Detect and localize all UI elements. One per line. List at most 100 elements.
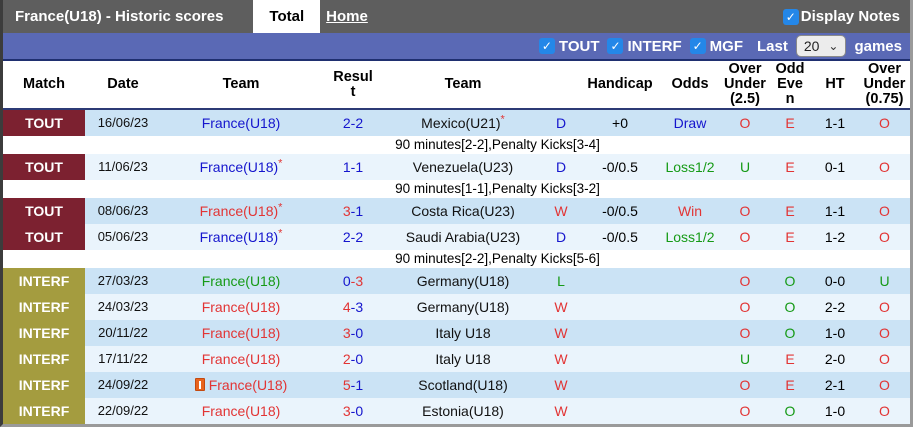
score: 3-0	[321, 320, 385, 346]
home-team: France(U18)*	[161, 224, 321, 250]
table-row: INTERF 27/03/23 France(U18) 0-3 Germany(U18)…	[3, 268, 910, 294]
home-score: 2	[342, 229, 351, 245]
tab-home[interactable]: Home	[326, 8, 368, 25]
interf-checkbox[interactable]: ✓	[607, 38, 624, 54]
home-team-name: France(U18)	[201, 351, 281, 367]
home-score: 3	[342, 325, 351, 341]
header-team-away: Team	[385, 61, 541, 109]
match-type-badge[interactable]: INTERF	[3, 372, 85, 398]
result-letter: L	[557, 273, 565, 289]
tout-checkbox[interactable]: ✓	[538, 38, 555, 54]
away-team-name: Costa Rica(U23)	[411, 203, 515, 219]
match-type-badge[interactable]: TOUT	[3, 198, 85, 224]
over-under-25: U	[739, 159, 751, 175]
over-under-075: O	[879, 203, 890, 219]
filter-tout[interactable]: ✓ TOUT	[538, 37, 600, 55]
ht-score: 1-0	[824, 403, 846, 419]
header-over-under-075: Over Under (0.75)	[859, 61, 910, 109]
home-team: France(U18)	[161, 320, 321, 346]
odds	[659, 372, 721, 398]
table-header: Match Date Team Result Team Handicap Odd…	[3, 61, 910, 109]
score: 4-3	[321, 294, 385, 320]
home-team-name: France(U18)	[201, 115, 281, 131]
mgf-checkbox[interactable]: ✓	[689, 38, 706, 54]
over-under-075: O	[879, 229, 890, 245]
interf-checkbox-label: INTERF	[627, 37, 682, 55]
away-team-name: Germany(U18)	[416, 273, 510, 289]
page-title: France(U18) - Historic scores	[15, 8, 224, 25]
home-team-name: France(U18)	[208, 377, 288, 393]
match-type-badge[interactable]: INTERF	[3, 294, 85, 320]
result-letter: W	[554, 351, 568, 367]
over-under-075: U	[879, 273, 890, 289]
header-handicap: Handicap	[581, 61, 659, 109]
match-type-badge[interactable]: TOUT	[3, 154, 85, 180]
away-team: Germany(U18)	[385, 294, 541, 320]
table-row: INTERF 17/11/22 France(U18) 2-0 Italy U18 W U E…	[3, 346, 910, 372]
filter-interf[interactable]: ✓ INTERF	[607, 37, 682, 55]
odd-even: E	[785, 115, 795, 131]
match-type-badge[interactable]: INTERF	[3, 268, 85, 294]
match-note-row: 90 minutes[2-2],Penalty Kicks[3-4]	[3, 136, 910, 154]
home-team: France(U18)	[161, 372, 321, 398]
match-date: 27/03/23	[97, 273, 149, 288]
home-team: France(U18)	[161, 109, 321, 136]
away-team: Italy U18	[385, 346, 541, 372]
away-team-name: Italy U18	[435, 325, 491, 341]
match-type-badge[interactable]: TOUT	[3, 224, 85, 250]
header-date: Date	[85, 61, 161, 109]
filter-mgf[interactable]: ✓ MGF	[689, 37, 743, 55]
score-dash: -	[350, 203, 356, 219]
odd-even: E	[785, 203, 795, 219]
away-team: Venezuela(U23)	[385, 154, 541, 180]
odds: Draw	[673, 115, 707, 131]
over-under-25: O	[739, 203, 751, 219]
tout-checkbox-label: TOUT	[558, 37, 600, 55]
result-letter: W	[554, 403, 568, 419]
header-odd-even: Odd Even	[769, 61, 811, 109]
home-team-name: France(U18)	[201, 273, 281, 289]
over-under-25: O	[739, 229, 751, 245]
match-date: 24/03/23	[97, 299, 149, 314]
result-letter: W	[554, 325, 568, 341]
table-row: TOUT 05/06/23 France(U18)* 2-2 Saudi Arabia(…	[3, 224, 910, 250]
over-under-075: O	[879, 325, 890, 341]
away-team-name: Mexico(U21)	[421, 115, 501, 131]
over-under-075: O	[879, 403, 890, 419]
match-type-badge[interactable]: TOUT	[3, 109, 85, 136]
header-match: Match	[3, 61, 85, 109]
match-date: 16/06/23	[97, 115, 149, 130]
home-team: France(U18)*	[161, 154, 321, 180]
table-row: TOUT 16/06/23 France(U18) 2-2 Mexico(U21)* D +…	[3, 109, 910, 136]
score-dash: -	[350, 299, 356, 315]
over-under-075: O	[879, 377, 890, 393]
note-badge-spacer	[3, 136, 85, 154]
odds: Loss1/2	[665, 159, 715, 175]
home-team-name: France(U18)	[201, 299, 281, 315]
match-type-badge[interactable]: INTERF	[3, 398, 85, 424]
table-row: INTERF 24/09/22 France(U18) 5-1 Scotland(U18…	[3, 372, 910, 398]
mgf-checkbox-label: MGF	[709, 37, 743, 55]
filter-bar: ✓ TOUT ✓ INTERF ✓ MGF Last 20 ⌄ games	[3, 33, 910, 61]
table-row: TOUT 11/06/23 France(U18)* 1-1 Venezuela(U23…	[3, 154, 910, 180]
ht-score: 2-0	[824, 351, 846, 367]
display-notes-checkbox[interactable]: ✓	[782, 8, 799, 25]
handicap	[581, 398, 659, 424]
last-games-select[interactable]: 20 ⌄	[795, 35, 847, 57]
result-letter: W	[554, 377, 568, 393]
titlebar-spacer	[374, 0, 783, 33]
home-team-star: *	[278, 227, 283, 240]
tab-total[interactable]: Total	[253, 0, 321, 33]
odd-even: O	[784, 403, 796, 419]
score-dash: -	[350, 325, 356, 341]
away-score: 1	[355, 203, 364, 219]
match-type-badge[interactable]: INTERF	[3, 320, 85, 346]
score: 1-1	[321, 154, 385, 180]
ht-score: 1-1	[824, 115, 846, 131]
match-note: 90 minutes[2-2],Penalty Kicks[3-4]	[395, 137, 600, 152]
ht-score: 1-2	[824, 229, 846, 245]
away-score: 1	[355, 377, 364, 393]
match-type-badge[interactable]: INTERF	[3, 346, 85, 372]
score: 3-1	[321, 198, 385, 224]
result-letter: D	[555, 159, 567, 175]
